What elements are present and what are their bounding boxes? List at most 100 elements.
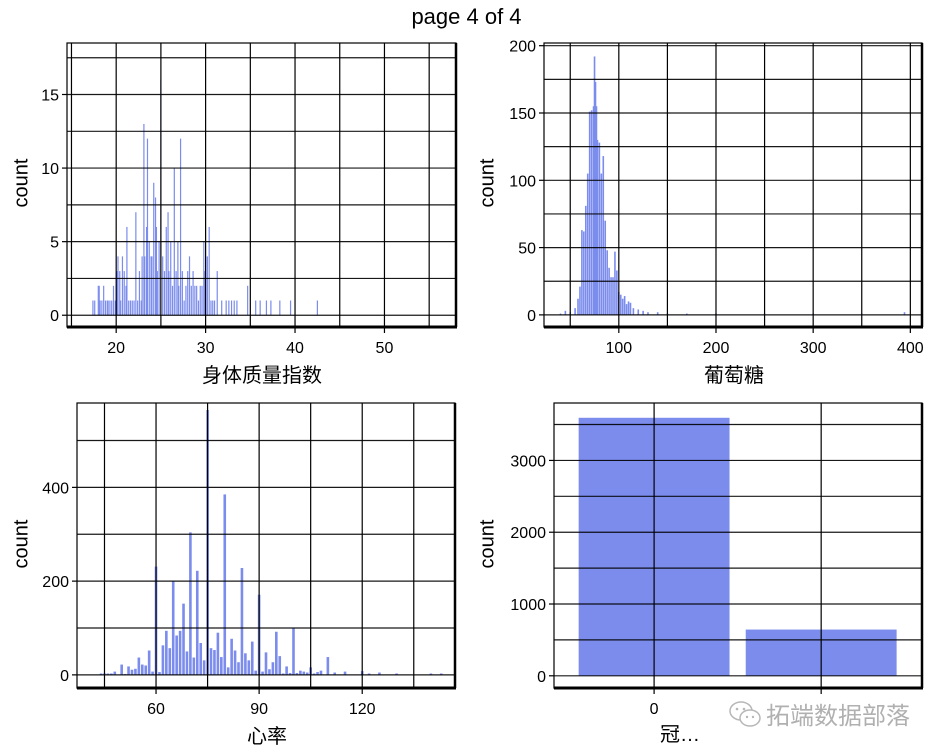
x-tick-label: 200 — [703, 340, 730, 357]
bar — [138, 271, 141, 316]
bar — [637, 309, 640, 315]
bar — [199, 643, 203, 675]
bar — [140, 664, 144, 675]
bar — [581, 230, 583, 315]
bar — [112, 285, 115, 316]
x-tick-label: 90 — [250, 701, 268, 718]
bar — [216, 271, 218, 316]
bar — [610, 277, 612, 315]
y-tick-label: 0 — [60, 668, 69, 685]
bar — [199, 285, 201, 316]
y-tick-label: 2000 — [510, 525, 546, 542]
x-tick-label: 30 — [197, 340, 215, 357]
x-tick-label: 50 — [376, 340, 394, 357]
bar — [281, 673, 285, 675]
bar — [216, 632, 220, 675]
bar — [110, 673, 113, 675]
bar — [120, 300, 122, 316]
bar — [125, 285, 127, 316]
bar — [302, 671, 306, 675]
bar — [103, 285, 105, 316]
bar — [604, 220, 607, 315]
bar — [612, 277, 614, 315]
bar — [210, 300, 212, 316]
y-tick-label: 10 — [41, 161, 59, 178]
bar — [175, 271, 177, 316]
bar — [117, 256, 119, 316]
bar — [600, 173, 603, 315]
bar — [181, 271, 183, 316]
bar — [333, 672, 337, 675]
bar — [250, 641, 254, 675]
bar — [194, 285, 196, 316]
bar — [134, 668, 137, 675]
bar — [312, 673, 316, 675]
bar — [255, 300, 257, 316]
bar — [135, 212, 137, 316]
x-tick-label: 0 — [650, 701, 659, 718]
y-tick-label: 50 — [518, 241, 536, 258]
y-tick-label: 3000 — [510, 453, 546, 470]
bar — [305, 672, 309, 675]
x-axis-label: 身体质量指数 — [202, 365, 322, 387]
bar — [230, 300, 233, 316]
bar — [179, 138, 182, 316]
bar — [145, 226, 148, 316]
chart-glucose-plot: 0 50 100 150 200 100 200 300 400 — [509, 39, 924, 357]
bar — [623, 296, 626, 315]
bar — [144, 256, 146, 316]
bar — [606, 250, 608, 315]
bar — [588, 111, 591, 315]
bar — [228, 300, 230, 316]
bar — [209, 648, 213, 675]
bar — [158, 672, 161, 675]
bar — [343, 671, 347, 675]
bar — [121, 256, 124, 316]
x-tick-label: 400 — [897, 340, 924, 357]
bar — [127, 666, 130, 675]
bar — [647, 312, 649, 315]
x-tick-label: 60 — [147, 701, 165, 718]
watermark: 拓端数据部落 — [728, 696, 910, 731]
bar — [182, 603, 185, 675]
bar — [116, 271, 118, 316]
bar — [99, 300, 101, 316]
bar — [586, 173, 589, 315]
bar — [204, 271, 206, 316]
bar — [439, 673, 443, 675]
bar — [598, 142, 601, 315]
watermark-text: 拓端数据部落 — [766, 703, 910, 730]
bar — [244, 653, 247, 675]
bar — [625, 304, 628, 315]
chart-heart-rate-histogram: 0 200 400 60 90 120 count 心率 — [0, 0, 466, 753]
bar — [289, 300, 292, 316]
wechat-icon — [729, 700, 761, 727]
bar — [99, 673, 103, 675]
bar — [265, 300, 268, 316]
bar — [146, 138, 149, 316]
bar — [230, 638, 233, 675]
bar — [94, 300, 96, 316]
bar — [271, 662, 275, 675]
bar — [195, 570, 199, 675]
bar — [165, 226, 167, 316]
bar — [107, 300, 109, 316]
bar — [616, 270, 618, 315]
bar — [143, 123, 145, 316]
y-tick-label: 0 — [50, 308, 59, 325]
bar — [185, 285, 187, 316]
x-tick-label: 100 — [605, 340, 632, 357]
bar — [220, 657, 223, 675]
chart-heart-rate-plot: 0 200 400 60 90 120 — [42, 402, 457, 718]
bar — [114, 300, 116, 316]
bar — [213, 650, 216, 675]
bar — [192, 271, 194, 316]
bar — [316, 672, 319, 675]
bar — [168, 271, 170, 316]
bar — [185, 651, 189, 675]
bar — [595, 106, 598, 315]
bar — [288, 673, 292, 675]
y-tick-label: 200 — [42, 574, 69, 591]
bar — [111, 300, 113, 316]
x-axis-label: 冠… — [660, 724, 700, 746]
